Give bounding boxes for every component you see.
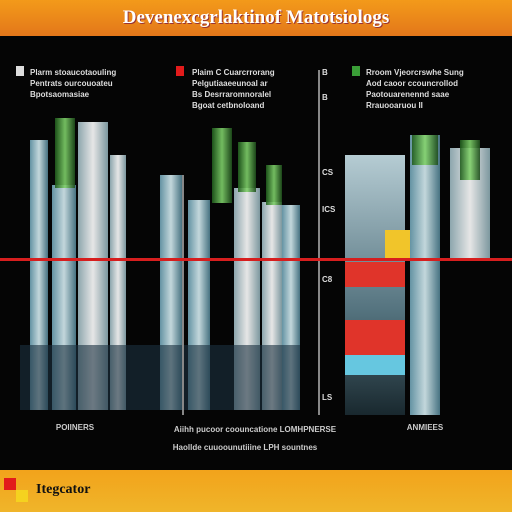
legend-text: Bs Desrraromnoralel — [192, 90, 271, 99]
band — [20, 345, 300, 410]
bar-shape — [412, 135, 438, 165]
legend-swatch — [176, 66, 184, 76]
axis-label: C8 — [322, 275, 333, 284]
chart-area: Plarm stoaucotaouling Pentrats ourcouoate… — [0, 66, 512, 452]
legend-text: Pelgutiaaeeunoal ar — [192, 79, 268, 88]
labels: Plarm stoaucotaouling Pentrats ourcouoate… — [30, 68, 464, 452]
legend-swatch — [352, 66, 360, 76]
bar-shape — [212, 128, 232, 203]
caption: Aiihh pucoor coouncatione LOMHPNERSE — [174, 425, 337, 434]
legend-text: Plaim C Cuarcrrorang — [192, 68, 275, 77]
caption: POIINERS — [56, 423, 95, 432]
bar-shape — [460, 140, 480, 180]
footer: Itegcator — [0, 470, 512, 512]
axis-line — [318, 70, 320, 415]
decor — [0, 66, 512, 415]
bar-shape — [238, 142, 256, 192]
icon-square — [4, 478, 16, 490]
legend-text: Rrauooaruou II — [366, 101, 423, 110]
icon-square — [16, 490, 28, 502]
footer-icon — [4, 478, 28, 502]
legend-text: Paotouarenennd saae — [366, 90, 450, 99]
red-block — [345, 320, 405, 355]
legend-text: Pentrats ourcouoateu — [30, 79, 113, 88]
bar-shape — [55, 118, 75, 188]
bar-shape — [410, 135, 440, 415]
legend-text: Bpotsaomasiae — [30, 90, 90, 99]
legend-text: Rroom Vjeorcrswhe Sung — [366, 68, 464, 77]
axis-line — [182, 175, 184, 415]
bar-shape — [266, 165, 282, 205]
cyan-block — [345, 355, 405, 375]
bar-shape — [30, 140, 48, 410]
caption: ANMIEES — [407, 423, 444, 432]
red-line — [0, 258, 512, 261]
axis-label: LS — [322, 393, 333, 402]
yellow-block — [385, 230, 410, 258]
red-block — [345, 262, 405, 287]
legend-swatch — [16, 66, 24, 76]
axis-label: CS — [322, 168, 334, 177]
subcaption: Haollde cuuoounutiiine LPH sountnes — [173, 443, 318, 452]
legend-text: Aod caoor ccouncrollod — [366, 79, 458, 88]
axis-label: B — [322, 68, 328, 77]
legend-text: Plarm stoaucotaouling — [30, 68, 116, 77]
footer-label: Itegcator — [36, 482, 91, 497]
axis-label: B — [322, 93, 328, 102]
title: Devenexcgrlaktinof Matotsiologs — [0, 0, 512, 36]
axis-label: ICS — [322, 205, 336, 214]
legend-text: Bgoat cetbnoloand — [192, 101, 265, 110]
